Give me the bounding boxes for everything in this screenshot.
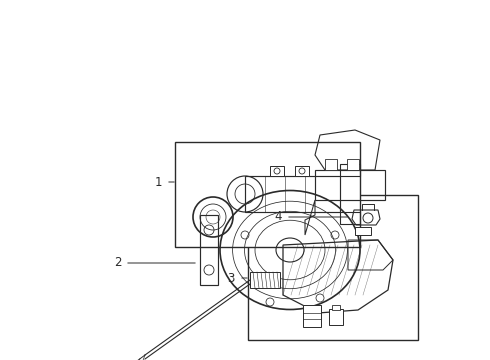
Text: 4: 4 <box>274 211 282 224</box>
Bar <box>270 166 284 176</box>
Bar <box>355 227 371 235</box>
Bar <box>250 272 280 288</box>
Bar <box>347 159 359 170</box>
Bar <box>329 309 343 325</box>
Bar <box>175 142 360 247</box>
Bar <box>295 166 309 176</box>
Bar <box>332 305 340 310</box>
Bar <box>248 195 418 340</box>
Text: 2: 2 <box>114 256 122 270</box>
Text: 3: 3 <box>227 271 235 284</box>
Bar <box>303 305 321 327</box>
Bar <box>325 159 337 170</box>
Text: 1: 1 <box>154 175 162 189</box>
